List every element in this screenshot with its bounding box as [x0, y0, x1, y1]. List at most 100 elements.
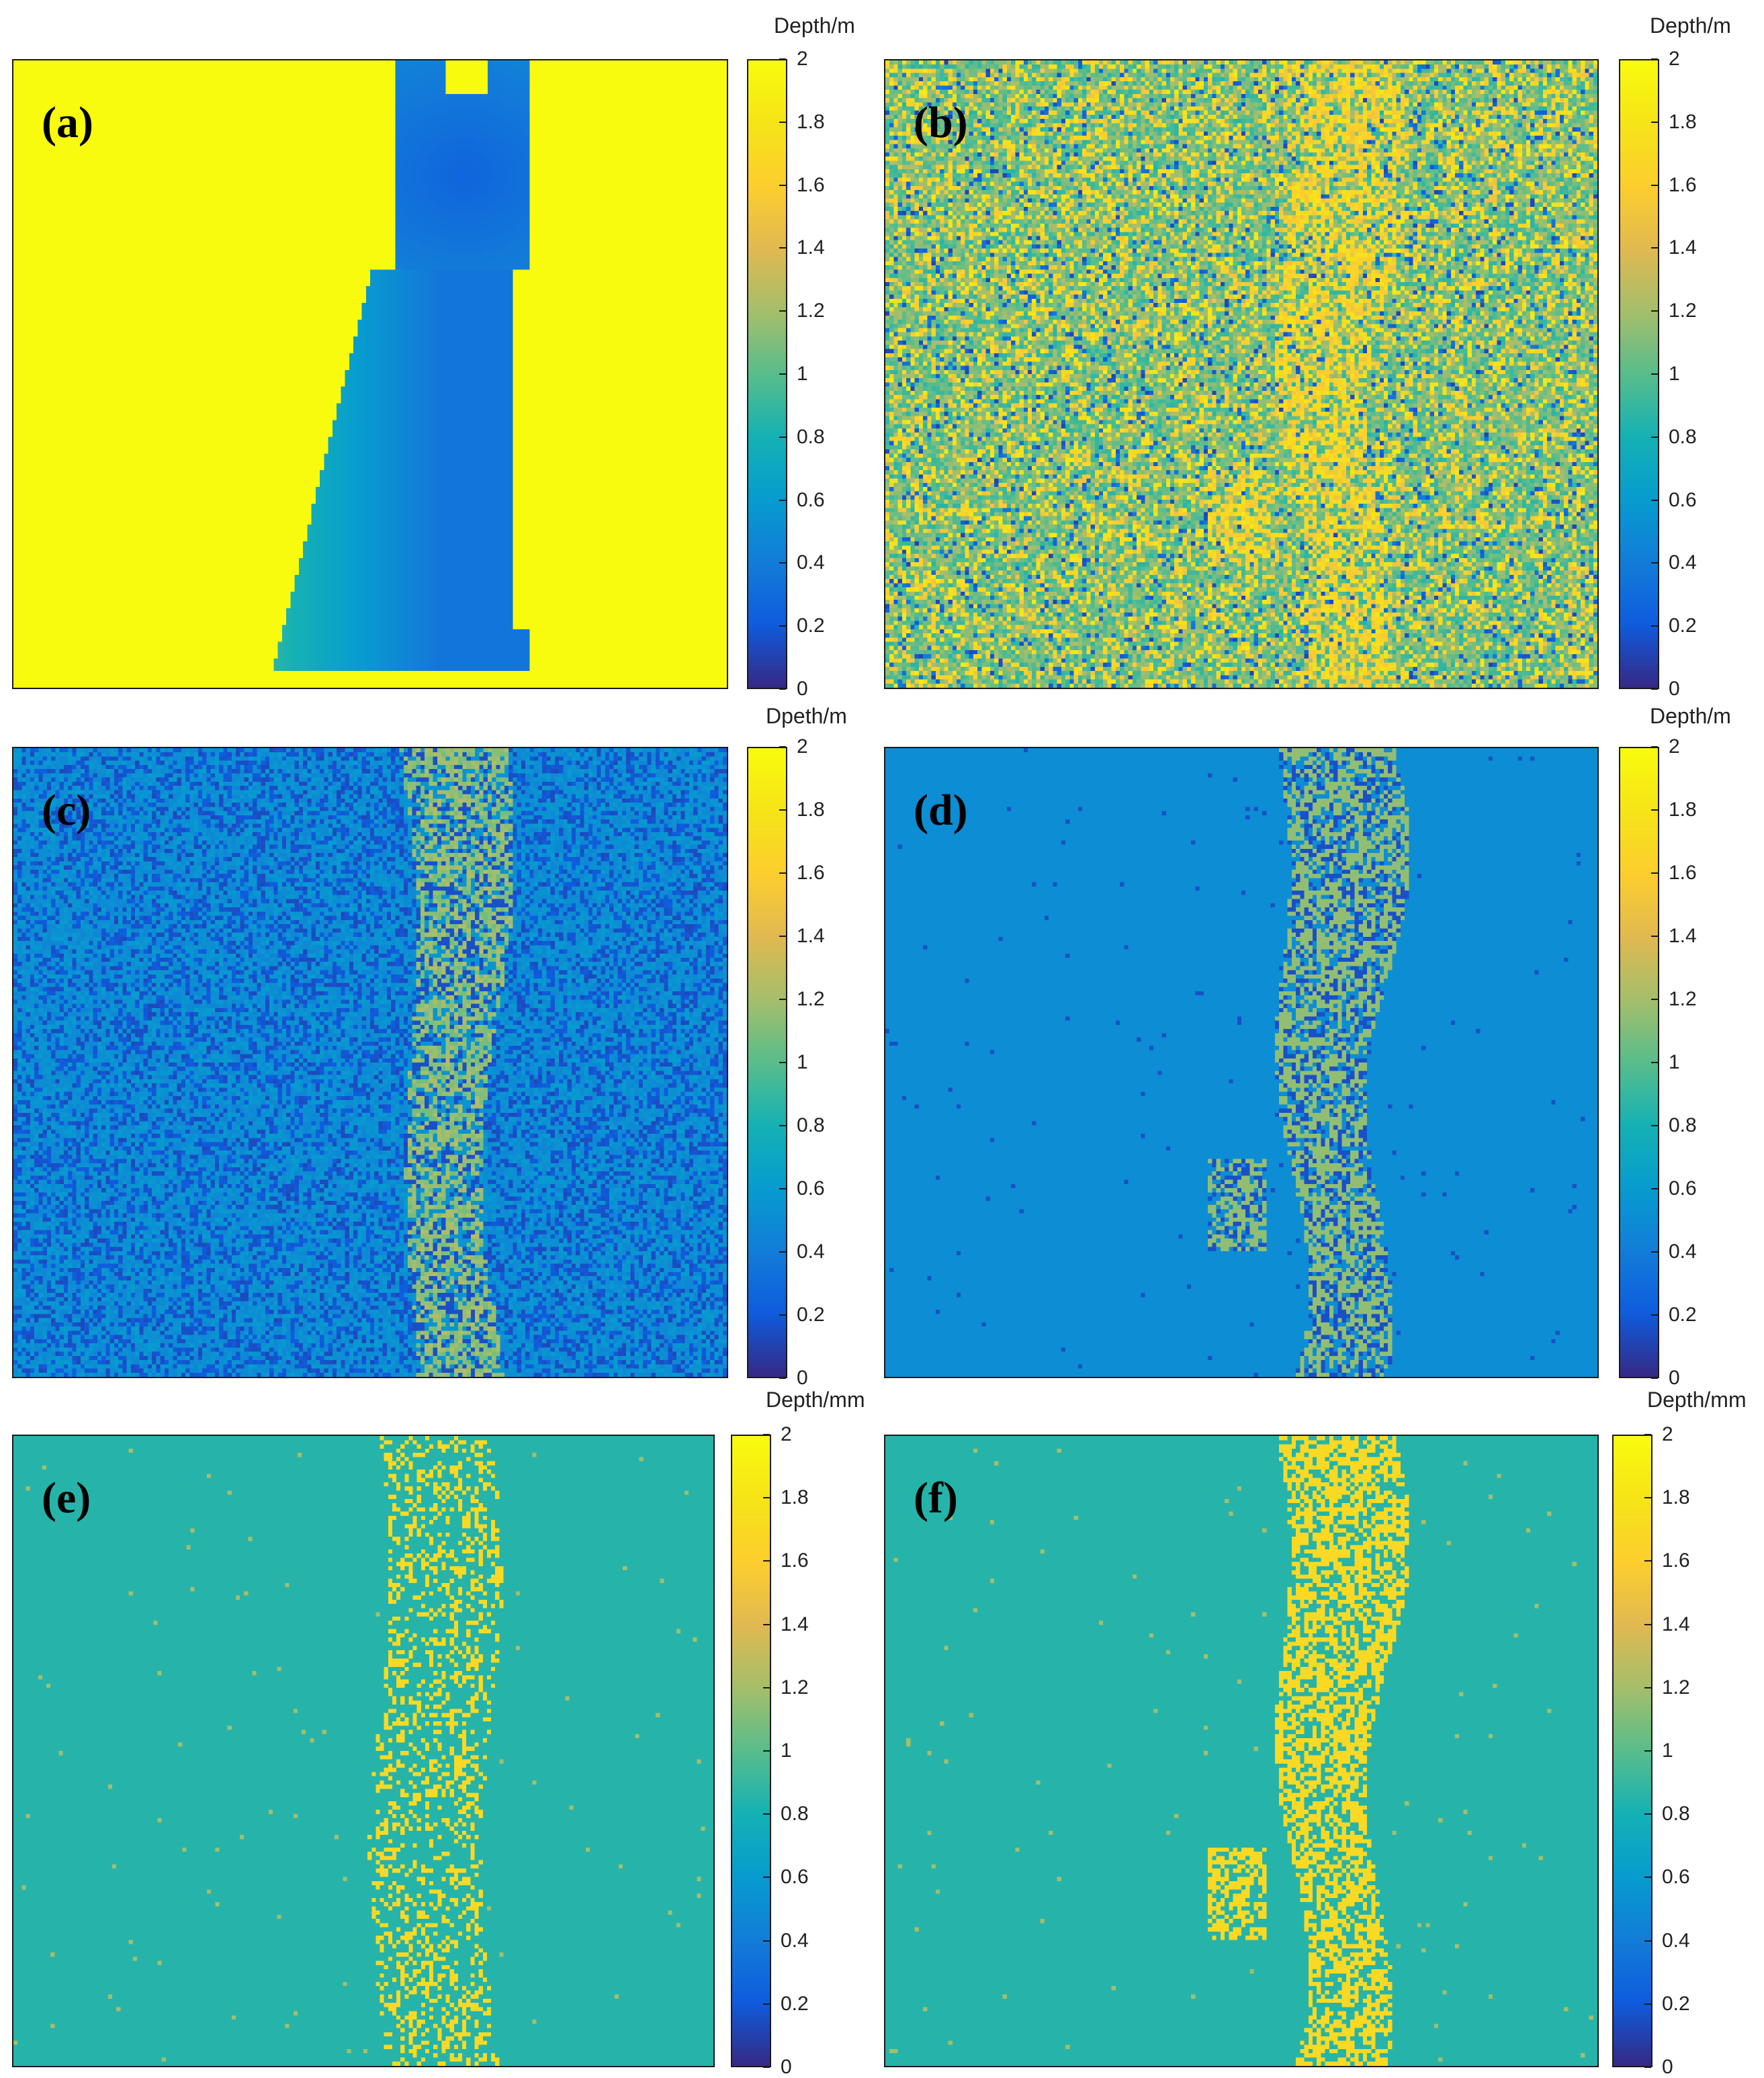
colorbar-tick-label: 1.4: [1669, 925, 1697, 947]
colorbar-tick-label: 1.2: [1669, 300, 1697, 322]
colorbar-tick-label: 1.6: [797, 862, 825, 884]
colorbar-tick: [779, 1062, 786, 1063]
colorbar-tick-label: 0.6: [797, 1177, 825, 1200]
colorbar-tick-label: 2: [781, 1423, 792, 1445]
colorbar-tick-label: 0.8: [797, 1114, 825, 1136]
colorbar-tick-label: 0.6: [1669, 488, 1697, 511]
colorbar-tick: [1644, 1686, 1651, 1688]
colorbar-tick-label: 1.6: [1662, 1549, 1690, 1572]
colorbar-tick: [1651, 310, 1658, 312]
colorbar-tick: [763, 1434, 770, 1435]
colorbar-tick: [779, 436, 786, 438]
colorbar-tick-label: 0.4: [1662, 1929, 1690, 1952]
colorbar-tick-label: 0: [797, 678, 808, 700]
colorbar-tick: [779, 499, 786, 501]
panel-label: (a): [42, 98, 93, 147]
colorbar-tick: [1651, 936, 1658, 937]
colorbar-tick: [779, 121, 786, 123]
colorbar-tick-label: 1.8: [797, 110, 825, 133]
colorbar-tick-label: 2: [797, 48, 808, 70]
colorbar-tick: [1651, 436, 1658, 438]
colorbar-tick-label: 0.8: [1662, 1803, 1690, 1825]
colorbar-tick: [763, 1686, 770, 1688]
depth-map: [12, 1435, 715, 2067]
colorbar-tick: [1644, 1940, 1651, 1942]
colorbar-tick-label: 0.6: [1669, 1177, 1697, 1200]
colorbar-tick: [1651, 121, 1658, 123]
colorbar-tick: [779, 562, 786, 564]
colorbar: [731, 1435, 771, 2067]
colorbar-tick: [1644, 1623, 1651, 1625]
colorbar-tick: [1644, 1813, 1651, 1815]
colorbar-tick: [779, 1314, 786, 1316]
colorbar-tick-label: 1.8: [797, 799, 825, 821]
depth-map-image: [13, 1436, 713, 2066]
colorbar-tick-label: 1.4: [797, 925, 825, 947]
colorbar-tick: [779, 1125, 786, 1126]
colorbar-tick-label: 2: [797, 735, 808, 758]
colorbar-tick: [779, 247, 786, 249]
colorbar-tick: [779, 809, 786, 811]
colorbar-tick-label: 0: [797, 1367, 808, 1389]
panel-label: (b): [914, 98, 968, 147]
colorbar-tick: [779, 688, 786, 690]
colorbar-tick-label: 1.8: [1669, 799, 1697, 821]
colorbar-tick: [1651, 809, 1658, 811]
depth-map-image: [13, 60, 727, 688]
colorbar-tick-label: 1.2: [781, 1676, 809, 1699]
colorbar-tick-label: 0.2: [797, 1304, 825, 1326]
colorbar-tick-label: 0.8: [781, 1803, 809, 1825]
colorbar-tick: [779, 936, 786, 937]
colorbar-tick: [779, 999, 786, 1000]
colorbar-tick: [1651, 1125, 1658, 1126]
colorbar-tick-label: 0.4: [1669, 1240, 1697, 1263]
panel-label: (d): [914, 786, 968, 835]
colorbar-tick-label: 1.4: [1669, 236, 1697, 259]
colorbar-tick: [1651, 1188, 1658, 1189]
colorbar-tick-label: 0: [1669, 1367, 1680, 1389]
colorbar-tick: [1651, 1314, 1658, 1316]
colorbar-tick-label: 1.6: [1669, 862, 1697, 884]
colorbar-tick: [779, 310, 786, 312]
colorbar-tick-label: 1.8: [1662, 1486, 1690, 1509]
colorbar-tick: [1644, 1497, 1651, 1499]
colorbar-tick-label: 0: [1662, 2056, 1673, 2078]
colorbar-tick: [1651, 1062, 1658, 1063]
colorbar-tick: [763, 1940, 770, 1942]
colorbar-tick-label: 1.2: [1669, 988, 1697, 1010]
colorbar-tick: [763, 1623, 770, 1625]
colorbar-tick-label: 0.4: [797, 1240, 825, 1263]
colorbar-tick-label: 0.2: [781, 1992, 809, 2015]
colorbar-tick-label: 0: [781, 2056, 792, 2078]
panel-label: (f): [914, 1474, 958, 1523]
colorbar-tick-label: 1.4: [781, 1613, 809, 1635]
panel-label: (e): [42, 1474, 91, 1523]
colorbar-tick: [1651, 746, 1658, 748]
colorbar-tick: [779, 58, 786, 60]
colorbar-tick-label: 1: [1669, 363, 1680, 385]
colorbar-tick-label: 1.6: [1669, 173, 1697, 196]
colorbar-unit-label: Depth/m: [1650, 704, 1731, 728]
depth-map: [884, 1435, 1599, 2067]
colorbar-unit-label: Depth/mm: [766, 1388, 865, 1412]
colorbar-unit-label: Depth/m: [1650, 13, 1731, 38]
colorbar-tick: [1644, 1750, 1651, 1752]
colorbar-tick: [779, 373, 786, 375]
colorbar-tick-label: 1.4: [1662, 1613, 1690, 1635]
colorbar-tick-label: 2: [1669, 48, 1680, 70]
colorbar-unit-label: Depth/m: [774, 13, 855, 38]
colorbar-tick-label: 1.8: [1669, 110, 1697, 133]
colorbar-tick: [763, 2067, 770, 2068]
colorbar-tick-label: 0.2: [1669, 615, 1697, 637]
colorbar-tick-label: 2: [1669, 735, 1680, 758]
colorbar-tick: [779, 872, 786, 874]
colorbar-tick: [763, 1813, 770, 1815]
colorbar-tick: [1651, 1251, 1658, 1253]
colorbar-tick: [1644, 1560, 1651, 1562]
depth-map: [884, 59, 1599, 689]
depth-map-image: [13, 748, 727, 1377]
colorbar-tick: [1651, 1377, 1658, 1379]
colorbar-tick: [763, 1877, 770, 1879]
colorbar-tick: [1651, 562, 1658, 564]
colorbar-unit-label: Dpeth/m: [766, 704, 847, 728]
